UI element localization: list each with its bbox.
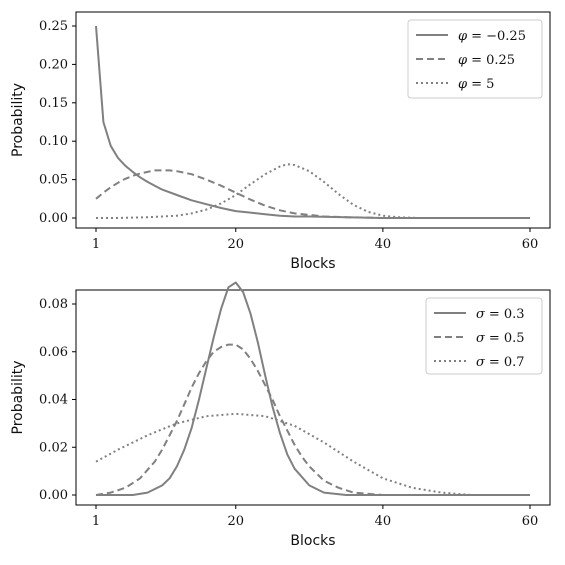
legend-entry: φ = −0.25 (458, 29, 526, 44)
y-axis-label: Probability (10, 83, 26, 157)
legend: σ = 0.3σ = 0.5σ = 0.7 (425, 297, 543, 375)
series-line-2 (95, 343, 530, 496)
legend: φ = −0.25φ = 0.25φ = 5 (407, 19, 543, 99)
legend-entry: φ = 0.25 (458, 53, 515, 68)
x-axis-label: Blocks (290, 256, 335, 272)
x-tick-label: 40 (375, 237, 392, 252)
legend-symbol: σ (476, 331, 486, 346)
legend-entry: σ = 0.5 (476, 331, 525, 346)
legend-symbol: φ (458, 29, 468, 44)
x-axis-label: Blocks (290, 533, 335, 549)
x-tick-label: 1 (92, 514, 100, 529)
y-tick-label: 0.02 (39, 440, 68, 455)
axes-frame (75, 11, 551, 229)
legend-symbol: σ (476, 307, 486, 322)
legend-box (407, 19, 543, 99)
y-tick-label: 0.15 (39, 96, 68, 111)
series-line-3 (96, 163, 530, 219)
x-tick-label: 60 (522, 237, 539, 252)
legend-value: = 0.7 (489, 355, 525, 370)
axes-frame (75, 289, 551, 506)
y-tick-label: 0.20 (39, 57, 68, 72)
y-tick-label: 0.00 (39, 211, 68, 226)
legend-symbol: φ (458, 53, 468, 68)
series-line-1 (96, 281, 530, 496)
legend-value: = 0.3 (489, 307, 525, 322)
y-tick-label: 0.25 (39, 19, 68, 34)
y-tick-label: 0.00 (39, 488, 68, 503)
legend-value: = 5 (471, 77, 494, 92)
legend-value: = 0.25 (471, 53, 515, 68)
legend-entry: σ = 0.3 (476, 307, 525, 322)
y-tick-label: 0.06 (39, 345, 68, 360)
x-tick-label: 20 (227, 514, 244, 529)
x-tick-label: 1 (92, 237, 100, 252)
x-tick-label: 60 (522, 514, 539, 529)
chart-1: 1 20 40 60 0.00 0.05 0.10 0.15 0.20 0.25 Blocks Pro… (10, 11, 551, 272)
legend-value: = 0.5 (489, 331, 525, 346)
x-tick-label: 20 (227, 237, 244, 252)
legend-entry: φ = 5 (458, 77, 494, 92)
legend-entry: σ = 0.7 (476, 355, 525, 370)
y-tick-label: 0.05 (39, 173, 68, 188)
y-tick-label: 0.08 (39, 297, 68, 312)
series-line-2 (95, 169, 530, 219)
x-tick-label: 40 (375, 514, 392, 529)
y-tick-label: 0.10 (39, 134, 68, 149)
chart-2: 1 20 40 60 0.00 0.02 0.04 0.06 0.08 Blocks Probabi… (10, 281, 551, 549)
legend-value: = −0.25 (471, 29, 526, 44)
legend-box (425, 297, 543, 375)
legend-symbol: φ (458, 77, 468, 92)
legend-symbol: σ (476, 355, 486, 370)
series-line-3 (95, 412, 530, 496)
series-line-1 (95, 25, 530, 219)
y-tick-label: 0.04 (39, 393, 68, 408)
y-axis-label: Probability (10, 360, 26, 434)
